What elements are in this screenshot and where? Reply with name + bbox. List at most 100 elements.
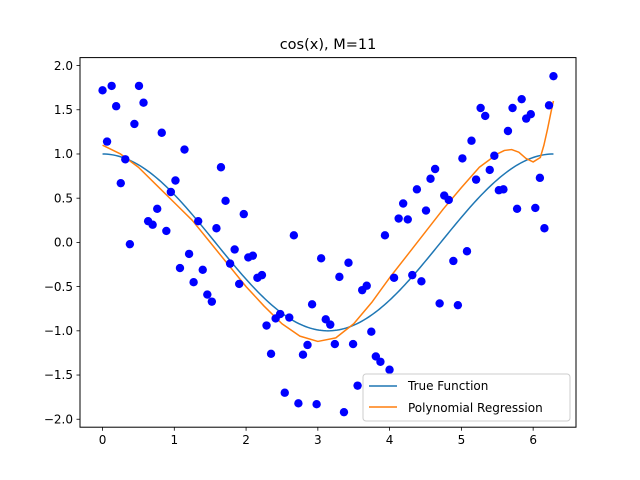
y-tick-label: 0.0 bbox=[54, 236, 73, 250]
data-point bbox=[517, 94, 526, 104]
x-tick-label: 0 bbox=[99, 433, 107, 447]
data-point bbox=[462, 247, 472, 256]
data-point bbox=[289, 231, 299, 240]
data-point bbox=[225, 259, 235, 268]
data-point bbox=[508, 103, 517, 113]
data-point bbox=[171, 176, 180, 185]
data-point bbox=[216, 163, 226, 172]
data-point bbox=[262, 321, 271, 330]
data-point bbox=[408, 270, 417, 280]
data-point bbox=[203, 290, 212, 299]
data-point bbox=[471, 175, 481, 184]
data-point bbox=[239, 209, 248, 219]
data-point bbox=[98, 86, 107, 95]
data-point bbox=[444, 195, 453, 205]
data-point bbox=[166, 187, 176, 197]
data-point bbox=[125, 239, 135, 249]
x-axis: 0 1 2 3 4 5 6 bbox=[99, 427, 537, 447]
data-point bbox=[394, 214, 403, 223]
data-point bbox=[298, 350, 308, 359]
data-point bbox=[148, 220, 157, 229]
axes-frame bbox=[79, 57, 577, 428]
data-point bbox=[531, 203, 540, 213]
data-point bbox=[230, 245, 239, 254]
y-axis: −2.0 −1.5 −1.0 −0.5 0.0 0.5 1.0 1.5 2.0 bbox=[44, 59, 80, 426]
data-point bbox=[326, 320, 335, 329]
data-point bbox=[157, 128, 166, 137]
data-point bbox=[111, 102, 121, 111]
legend-frame bbox=[362, 373, 571, 422]
data-point bbox=[130, 119, 139, 129]
data-point bbox=[189, 277, 198, 287]
data-point bbox=[403, 215, 412, 224]
data-point bbox=[207, 297, 217, 306]
data-point bbox=[412, 185, 422, 194]
data-point bbox=[234, 279, 244, 289]
data-point bbox=[426, 174, 435, 183]
y-tick-label: −1.5 bbox=[44, 368, 73, 382]
data-point bbox=[549, 71, 558, 81]
data-point bbox=[449, 256, 458, 266]
data-point bbox=[544, 101, 554, 110]
legend-true-function-label: True Function bbox=[407, 379, 488, 393]
y-tick-label: −0.5 bbox=[44, 280, 73, 294]
data-point bbox=[107, 81, 116, 91]
data-point bbox=[467, 136, 476, 145]
data-point bbox=[430, 164, 440, 174]
data-point bbox=[367, 327, 376, 336]
data-point bbox=[280, 388, 289, 397]
data-point bbox=[376, 357, 385, 366]
legend-regression-label: Polynomial Regression bbox=[408, 401, 543, 415]
data-point bbox=[184, 249, 194, 259]
data-point bbox=[481, 111, 490, 121]
y-tick-label: −2.0 bbox=[44, 412, 73, 426]
data-point bbox=[348, 339, 358, 349]
y-tick-label: 0.5 bbox=[54, 191, 73, 205]
data-point bbox=[153, 204, 162, 213]
y-tick-label: 1.5 bbox=[54, 103, 73, 117]
data-point bbox=[180, 145, 189, 154]
data-point bbox=[175, 263, 185, 273]
data-point bbox=[335, 272, 344, 282]
data-point bbox=[499, 185, 508, 194]
data-point bbox=[194, 216, 203, 226]
true-function-line bbox=[102, 153, 554, 332]
data-point bbox=[398, 199, 408, 208]
data-point bbox=[353, 381, 362, 390]
data-point bbox=[339, 407, 349, 417]
data-point bbox=[535, 173, 545, 183]
data-point bbox=[540, 224, 549, 233]
data-point bbox=[257, 270, 267, 280]
data-point bbox=[490, 151, 499, 160]
data-point bbox=[380, 231, 390, 240]
data-point bbox=[266, 349, 276, 359]
data-point bbox=[212, 224, 221, 233]
data-point bbox=[526, 109, 535, 119]
data-point bbox=[512, 204, 522, 213]
plot-content bbox=[98, 71, 558, 417]
data-point bbox=[121, 155, 130, 164]
polynomial-regression-line bbox=[102, 100, 555, 343]
data-point bbox=[221, 196, 230, 206]
data-point bbox=[458, 154, 467, 163]
y-tick-label: −1.0 bbox=[44, 324, 73, 338]
data-point bbox=[503, 126, 513, 136]
x-tick-label: 1 bbox=[170, 433, 178, 447]
data-point bbox=[385, 365, 394, 374]
data-point bbox=[116, 178, 125, 188]
data-point bbox=[485, 165, 494, 175]
y-tick-label: 1.0 bbox=[54, 147, 73, 161]
data-point bbox=[294, 399, 303, 408]
y-tick-label: 2.0 bbox=[54, 59, 73, 73]
x-tick-label: 2 bbox=[242, 433, 250, 447]
data-point bbox=[476, 103, 485, 113]
data-point bbox=[285, 313, 294, 322]
data-point bbox=[330, 339, 340, 349]
data-point bbox=[362, 281, 371, 290]
data-point bbox=[275, 309, 285, 319]
data-point bbox=[417, 277, 426, 286]
data-point bbox=[102, 137, 112, 146]
data-point bbox=[344, 258, 353, 267]
